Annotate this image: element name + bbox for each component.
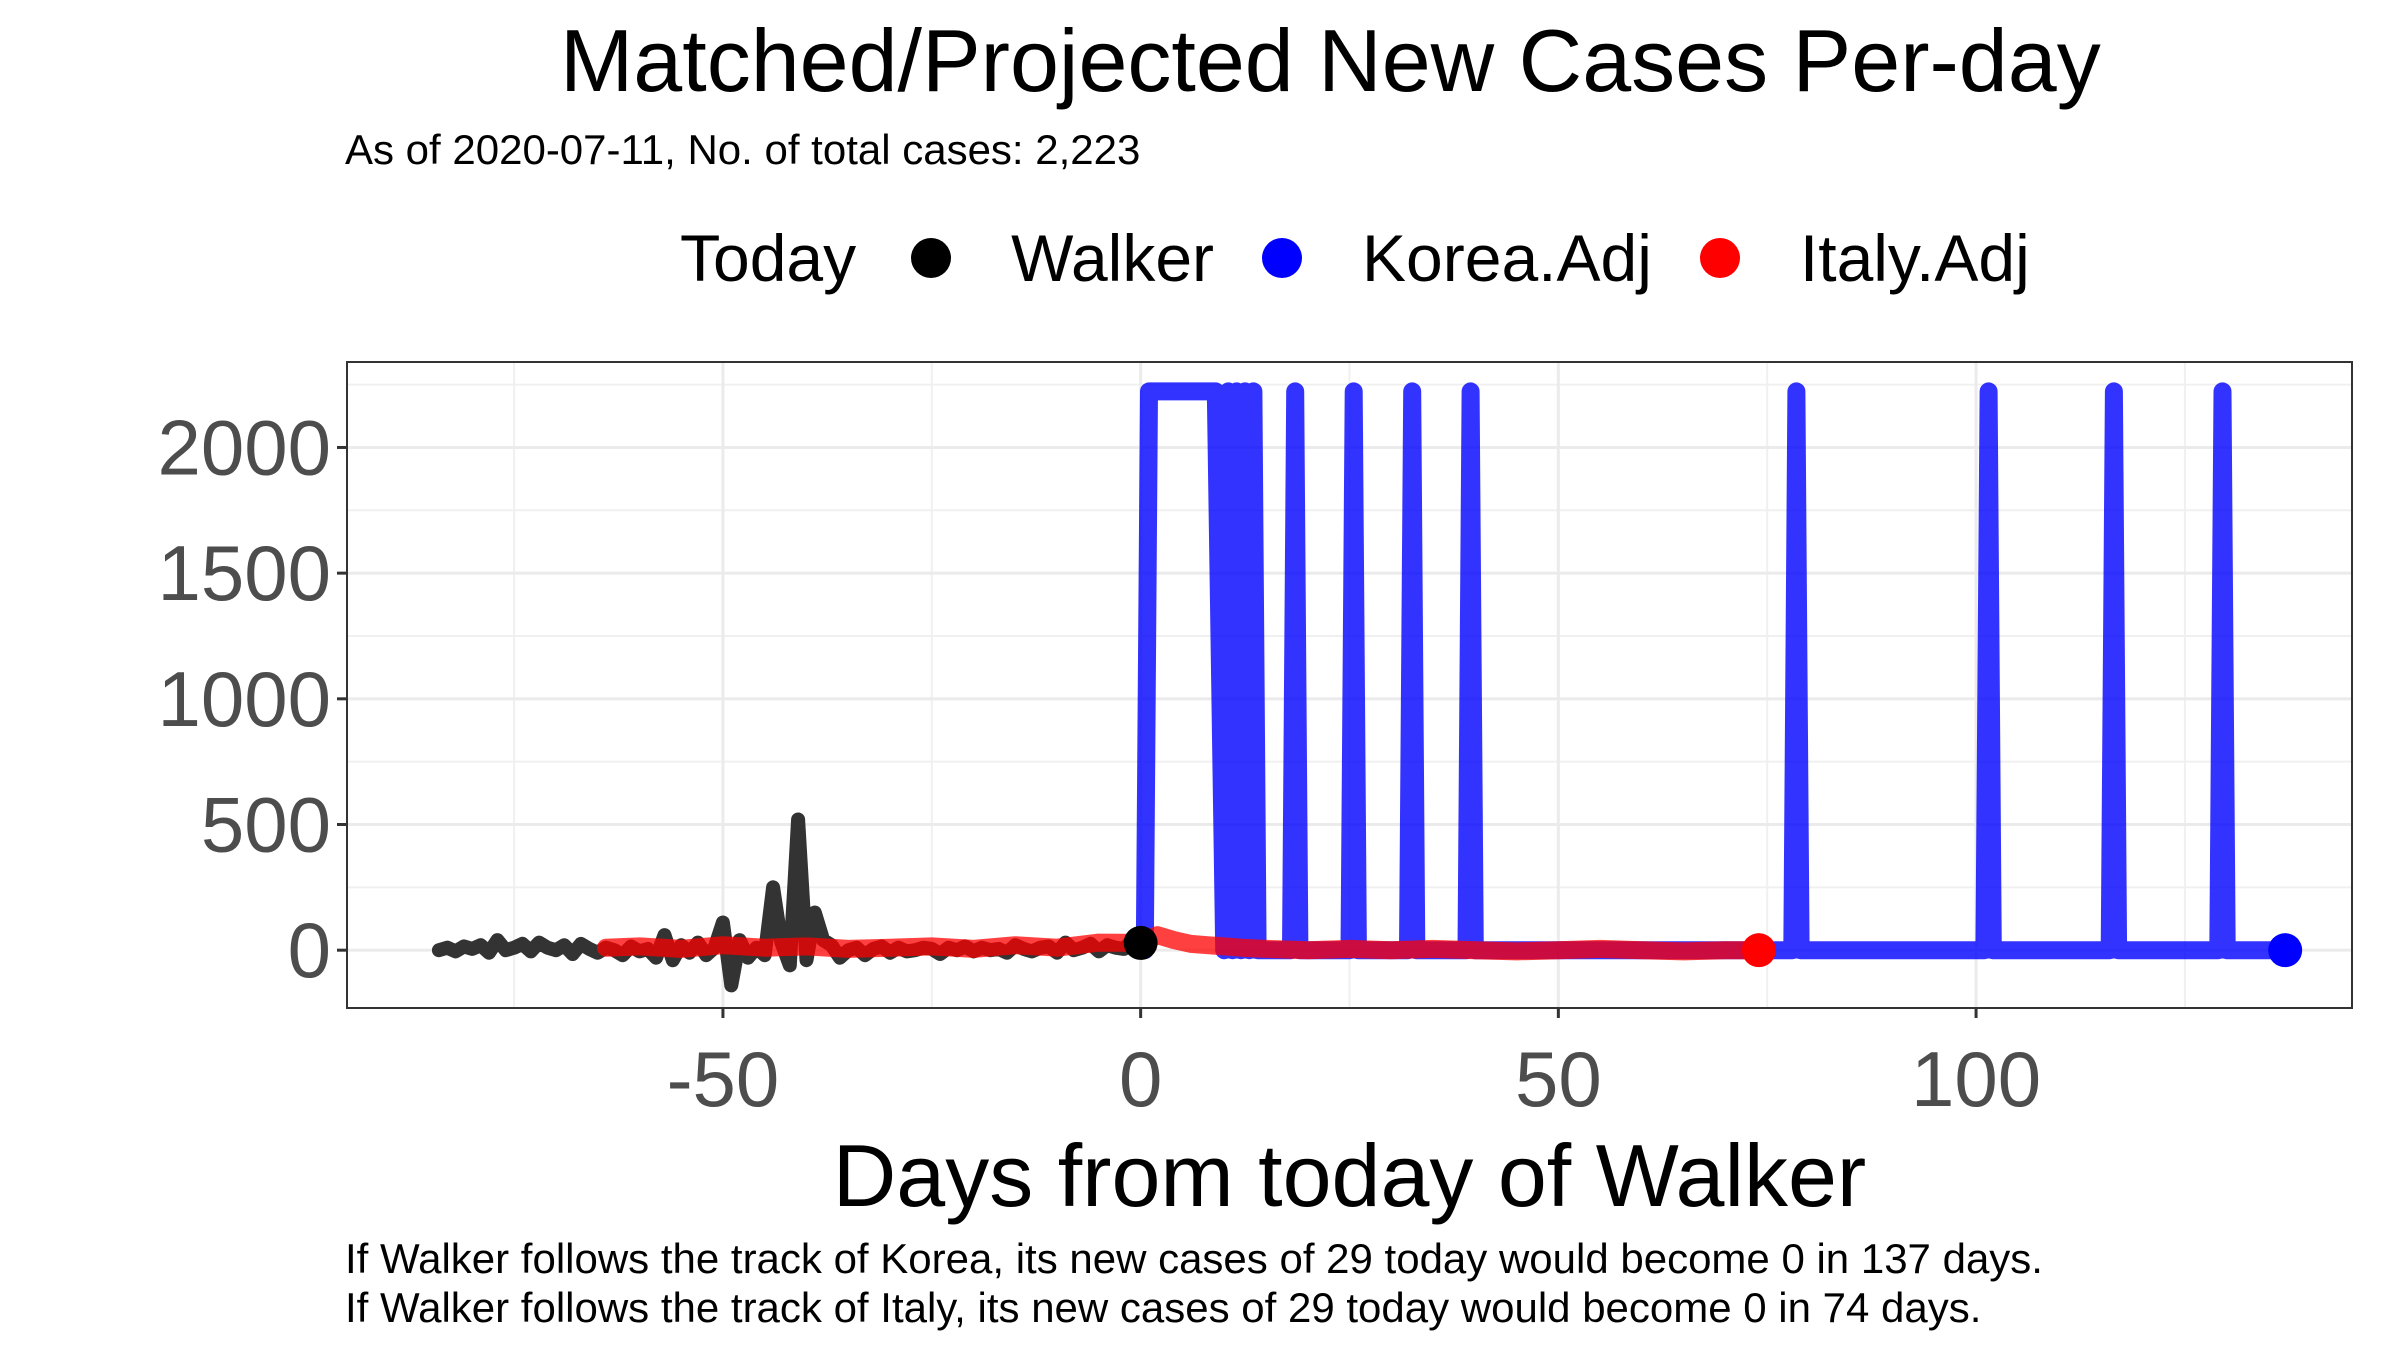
x-tick-label: 50 (1515, 1035, 1602, 1123)
series-line-italy-adj (597, 926, 1768, 961)
series-layer (431, 382, 2295, 993)
legend-dot-korea (1262, 238, 1303, 278)
chart-subtitle: As of 2020-07-11, No. of total cases: 2,… (345, 126, 1141, 173)
y-tick-label: 2000 (157, 403, 331, 491)
chart-title: Matched/Projected New Cases Per-day (560, 11, 2101, 110)
series-line-walker (431, 812, 1148, 993)
y-tick-label: 0 (288, 906, 331, 994)
y-tick-label: 1000 (157, 655, 331, 743)
panel-border (346, 361, 2353, 1009)
legend-label-korea: Korea.Adj (1362, 221, 1652, 295)
legend-label-walker: Walker (1011, 221, 1215, 295)
endpoint-italy-adj (1741, 933, 1776, 968)
y-tick-label: 1500 (157, 529, 331, 617)
endpoint-walker (1123, 925, 1158, 960)
caption-korea: If Walker follows the track of Korea, it… (345, 1235, 2043, 1282)
caption-italy: If Walker follows the track of Italy, it… (345, 1284, 1982, 1331)
x-axis: -50 0 50 100 (667, 1008, 2041, 1123)
legend-title: Today (680, 221, 857, 295)
series-line-korea-adj (1131, 382, 2295, 960)
legend-item-walker: Walker (911, 220, 1214, 296)
legend-label-italy: Italy.Adj (1799, 221, 2030, 295)
x-axis-label: Days from today of Walker (833, 1126, 1866, 1225)
endpoint-korea-adj (2268, 933, 2303, 968)
y-axis: 0 500 1000 1500 2000 (157, 403, 347, 994)
x-tick-label: 100 (1911, 1035, 2041, 1123)
x-tick-label: 0 (1119, 1035, 1162, 1123)
legend-item-italy: Italy.Adj (1699, 220, 2030, 296)
y-tick-label: 500 (201, 781, 331, 869)
legend-item-korea: Korea.Adj (1262, 220, 1652, 296)
legend: Today Walker Korea.Adj Italy.Adj (680, 218, 2078, 298)
x-tick-label: -50 (667, 1035, 780, 1123)
legend-dot-walker (911, 238, 952, 278)
points-layer (1123, 925, 2303, 968)
legend-dot-italy (1699, 238, 1740, 278)
